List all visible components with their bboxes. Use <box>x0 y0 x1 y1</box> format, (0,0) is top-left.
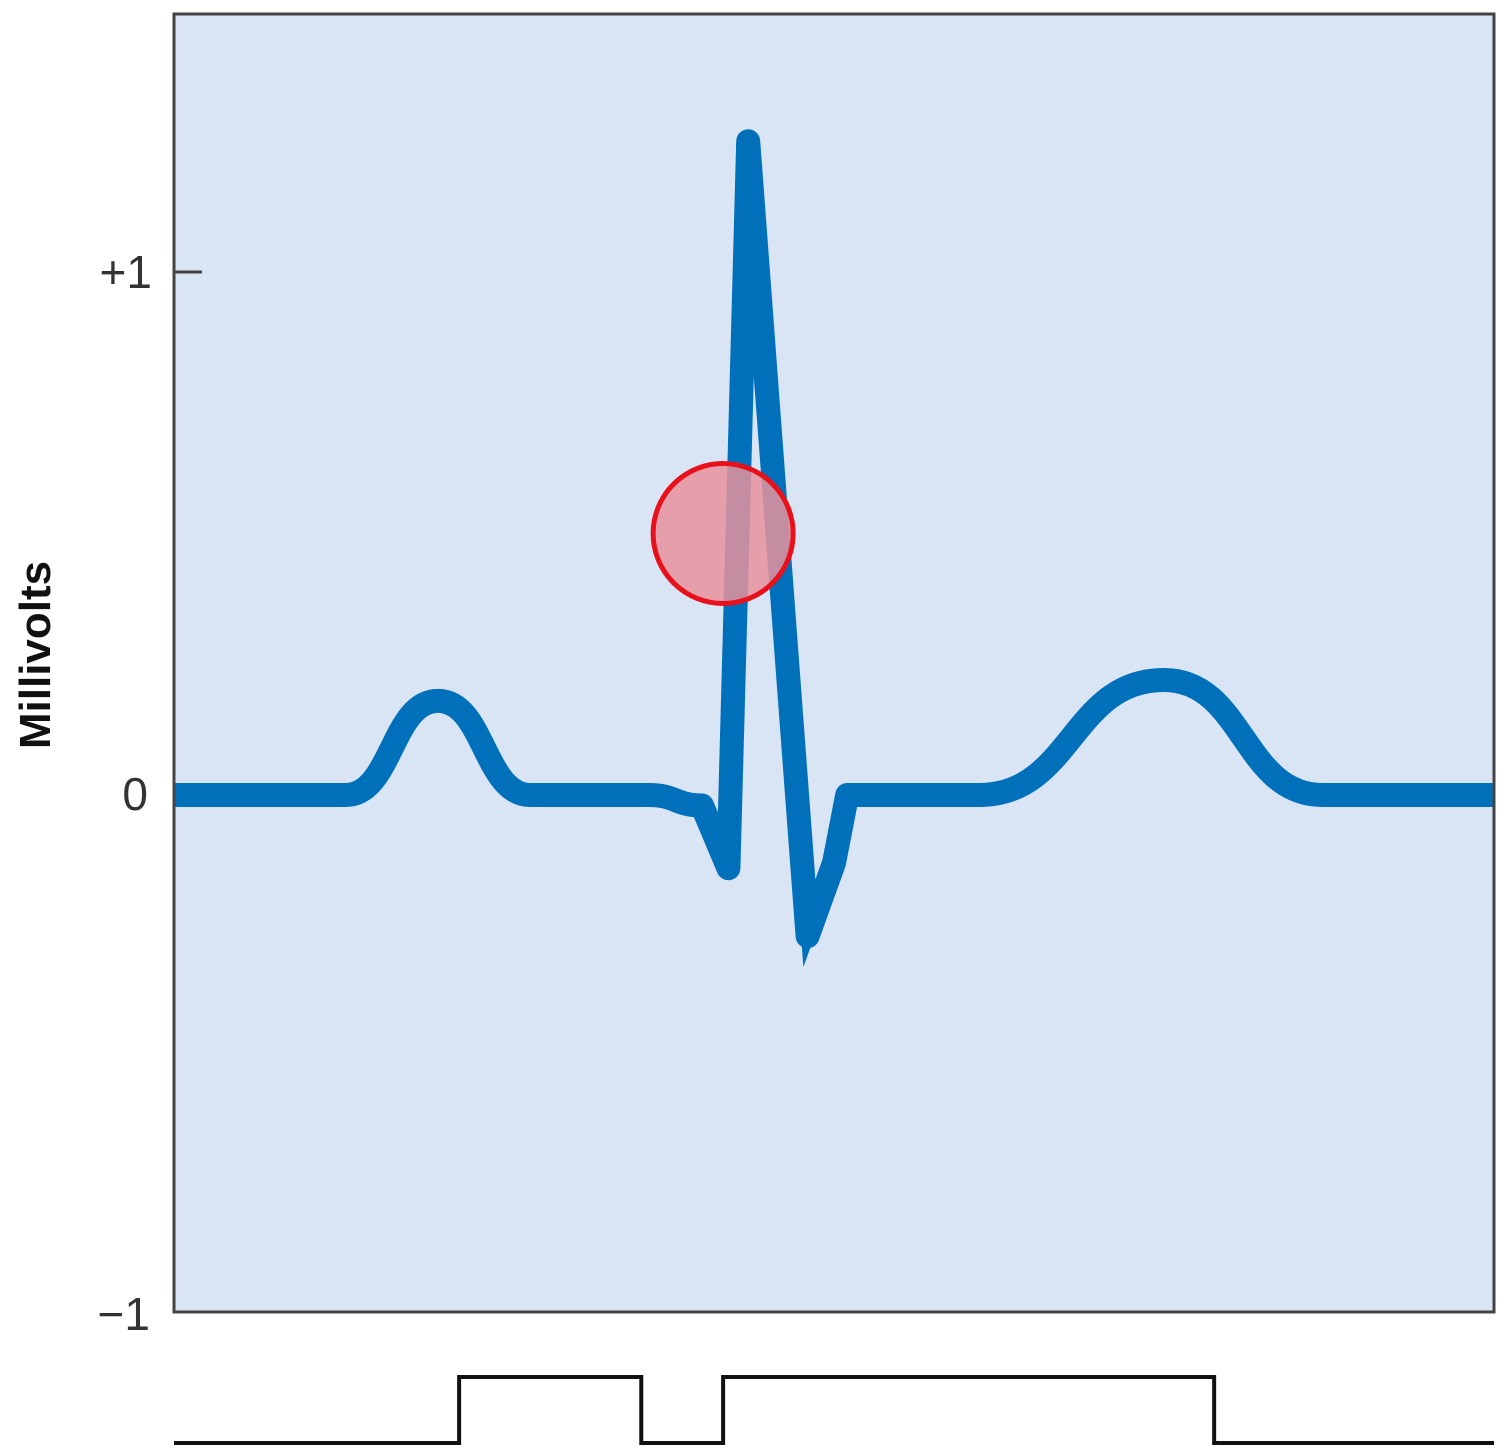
y-axis-label: Millivolts <box>11 561 60 749</box>
y-tick-label-zero: 0 <box>122 768 148 820</box>
plot-background <box>174 14 1494 1312</box>
plot-frame <box>172 12 1496 1314</box>
y-tick-label-minus-one: −1 <box>98 1288 150 1340</box>
ecg-waveform-trace <box>174 129 1494 949</box>
timing-pulse-line <box>174 1375 1494 1445</box>
highlight-marker <box>650 461 796 606</box>
y-tick-label-plus-one: +1 <box>100 246 152 298</box>
